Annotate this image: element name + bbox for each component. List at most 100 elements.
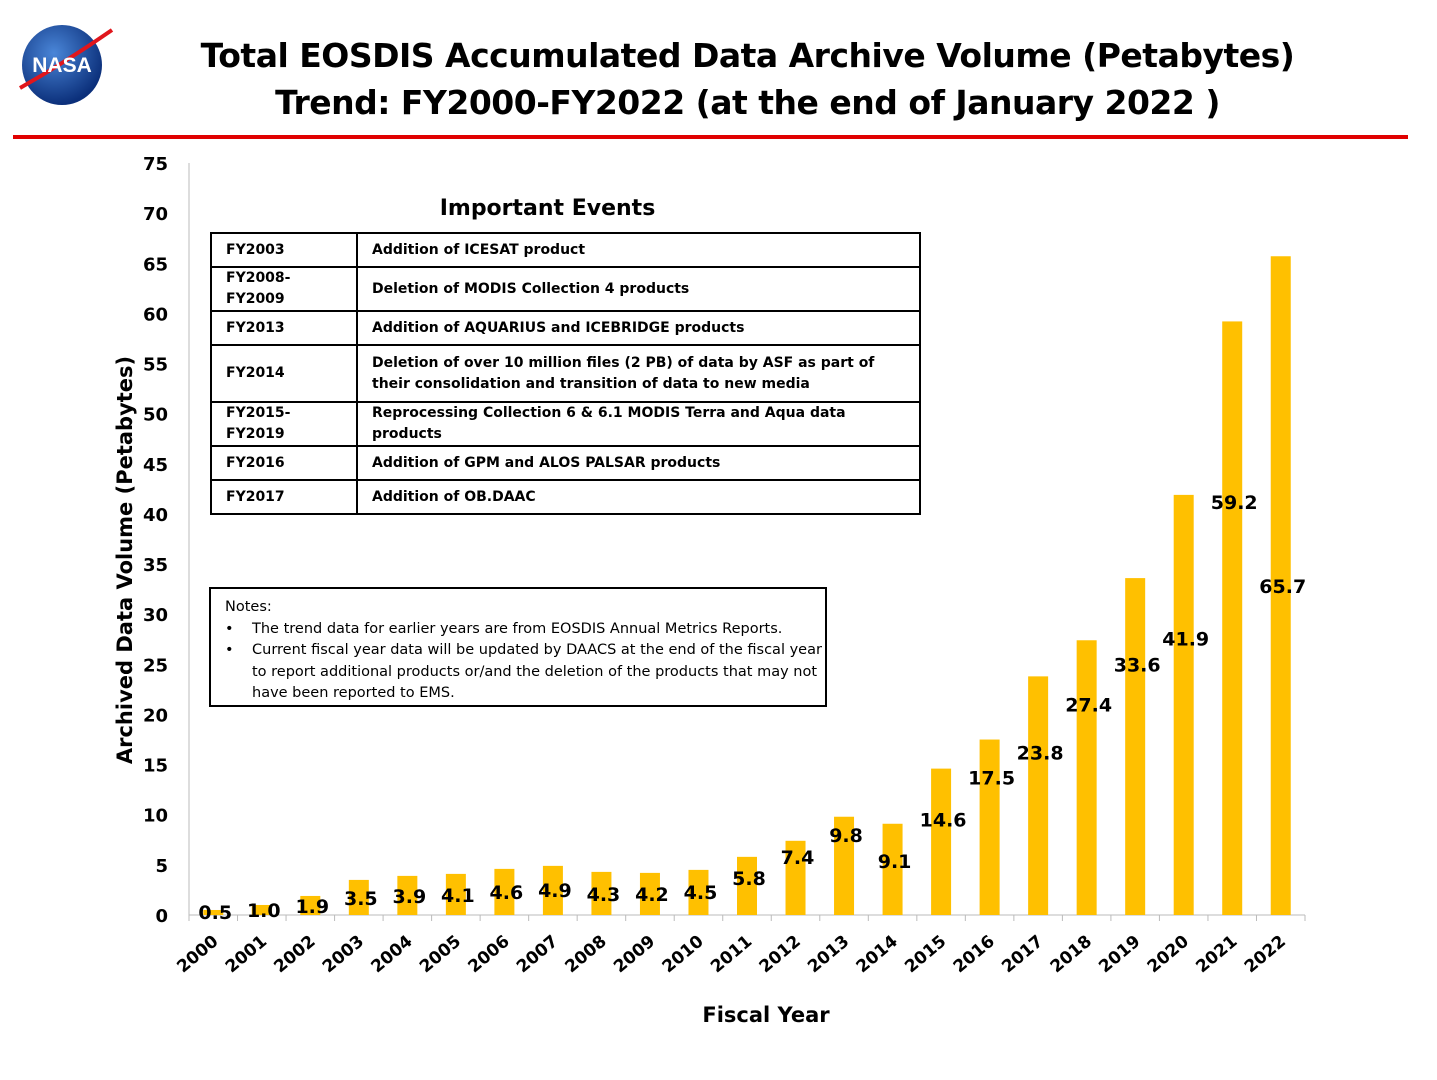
event-description: Deletion of MODIS Collection 4 products bbox=[356, 266, 921, 312]
event-period: FY2003 bbox=[210, 232, 358, 268]
event-period: FY2014 bbox=[210, 344, 358, 403]
data-label: 1.0 bbox=[247, 900, 281, 922]
data-label: 14.6 bbox=[920, 810, 967, 832]
x-tick-label: 2002 bbox=[270, 932, 319, 978]
x-tick-label: 2004 bbox=[367, 931, 416, 977]
y-tick-label: 0 bbox=[155, 906, 168, 927]
event-row: FY2017 Addition of OB.DAAC bbox=[210, 479, 921, 515]
y-tick-label: 60 bbox=[143, 304, 168, 325]
x-tick-label: 2010 bbox=[659, 931, 708, 977]
y-tick-label: 15 bbox=[143, 756, 168, 777]
chart-subtitle: Trend: FY2000-FY2022 (at the end of Janu… bbox=[275, 83, 1220, 122]
bar-2005 bbox=[445, 873, 466, 915]
y-tick-label: 45 bbox=[143, 455, 168, 476]
event-row: FY2014 Deletion of over 10 million files … bbox=[210, 344, 921, 403]
y-tick-label: 75 bbox=[143, 154, 168, 175]
bar-2001 bbox=[251, 904, 272, 915]
x-tick-label: 2022 bbox=[1241, 932, 1290, 978]
data-label: 4.3 bbox=[587, 884, 621, 906]
bar-2018 bbox=[1076, 640, 1097, 915]
data-label: 59.2 bbox=[1211, 492, 1258, 514]
x-tick-label: 2015 bbox=[901, 932, 950, 978]
x-tick-label: 2018 bbox=[1047, 932, 1096, 978]
event-description: Addition of OB.DAAC bbox=[356, 479, 921, 515]
data-label: 4.2 bbox=[635, 884, 669, 906]
event-row: FY2008-FY2009 Deletion of MODIS Collectio… bbox=[210, 266, 921, 312]
event-description: Addition of ICESAT product bbox=[356, 232, 921, 268]
y-tick-label: 65 bbox=[143, 254, 168, 275]
note-item: The trend data for earlier years are fro… bbox=[225, 619, 825, 641]
data-label: 9.1 bbox=[878, 851, 912, 873]
data-label: 4.9 bbox=[538, 880, 572, 902]
bar-2020 bbox=[1173, 494, 1194, 915]
y-tick-label: 35 bbox=[143, 555, 168, 576]
x-tick-label: 2019 bbox=[1095, 932, 1144, 978]
event-description: Addition of AQUARIUS and ICEBRIDGE produ… bbox=[356, 310, 921, 346]
event-row: FY2003 Addition of ICESAT product bbox=[210, 232, 921, 268]
events-table: FY2003 Addition of ICESAT product FY2008-F… bbox=[210, 232, 921, 515]
x-tick-label: 2009 bbox=[610, 932, 659, 978]
data-label: 17.5 bbox=[968, 768, 1015, 790]
y-tick-label: 55 bbox=[143, 355, 168, 376]
bar-2011 bbox=[737, 856, 757, 915]
bar-2004 bbox=[397, 875, 418, 915]
data-label: 23.8 bbox=[1017, 743, 1064, 765]
data-label: 65.7 bbox=[1259, 576, 1306, 598]
bar-2019 bbox=[1125, 578, 1146, 915]
y-axis-title: Archived Data Volume (Petabytes) bbox=[113, 356, 137, 764]
event-period: FY2008-FY2009 bbox=[210, 266, 358, 312]
event-row: FY2013 Addition of AQUARIUS and ICEBRIDGE… bbox=[210, 310, 921, 346]
x-tick-label: 2000 bbox=[173, 931, 222, 977]
y-tick-label: 20 bbox=[143, 705, 168, 726]
data-label: 9.8 bbox=[829, 825, 863, 847]
notes-heading: Notes: bbox=[225, 599, 272, 615]
x-tick-label: 2020 bbox=[1144, 931, 1193, 977]
event-period: FY2017 bbox=[210, 479, 358, 515]
event-period: FY2013 bbox=[210, 310, 358, 346]
data-label: 33.6 bbox=[1114, 654, 1161, 676]
bar-2009 bbox=[639, 872, 660, 915]
bar-2002 bbox=[300, 895, 321, 915]
y-tick-label: 30 bbox=[143, 605, 168, 626]
x-tick-label: 2012 bbox=[756, 932, 805, 978]
x-tick-label: 2016 bbox=[950, 932, 999, 978]
bar-2003 bbox=[348, 879, 369, 915]
event-period: FY2015-FY2019 bbox=[210, 401, 358, 447]
x-tick-label: 2011 bbox=[707, 932, 756, 978]
bar-2015 bbox=[931, 768, 952, 915]
events-title: Important Events bbox=[439, 196, 656, 221]
data-label: 4.6 bbox=[490, 882, 524, 904]
data-label: 1.9 bbox=[295, 896, 329, 918]
x-tick-label: 2007 bbox=[513, 932, 562, 978]
data-label: 3.9 bbox=[393, 886, 427, 908]
x-tick-label: 2003 bbox=[319, 932, 368, 978]
bar-2007 bbox=[542, 865, 563, 915]
x-tick-label: 2021 bbox=[1192, 932, 1241, 978]
y-tick-label: 5 bbox=[155, 856, 168, 877]
note-item: Current fiscal year data will be updated… bbox=[225, 640, 825, 705]
data-label: 7.4 bbox=[781, 847, 815, 869]
notes-box: Notes: The trend data for earlier years … bbox=[209, 587, 827, 707]
y-tick-label: 25 bbox=[143, 655, 168, 676]
nasa-logo: NASA bbox=[19, 25, 114, 105]
x-tick-label: 2005 bbox=[416, 932, 465, 978]
x-tick-label: 2017 bbox=[998, 932, 1047, 978]
x-tick-label: 2008 bbox=[562, 932, 611, 978]
x-tick-label: 2013 bbox=[804, 932, 853, 978]
bar-2000 bbox=[203, 909, 224, 915]
data-label: 4.1 bbox=[441, 885, 475, 907]
svg-text:NASA: NASA bbox=[32, 54, 92, 77]
bar-2021 bbox=[1222, 321, 1243, 915]
data-label: 5.8 bbox=[732, 868, 766, 890]
bar-2022 bbox=[1270, 256, 1291, 915]
bar-2016 bbox=[979, 739, 1000, 915]
bar-2008 bbox=[591, 871, 612, 915]
y-tick-label: 40 bbox=[143, 505, 168, 526]
event-row: FY2015-FY2019 Reprocessing Collection 6 &… bbox=[210, 401, 921, 447]
bar-2006 bbox=[494, 868, 515, 915]
bar-2014 bbox=[882, 823, 903, 915]
data-label: 27.4 bbox=[1065, 694, 1112, 716]
event-description: Reprocessing Collection 6 & 6.1 MODIS Te… bbox=[356, 401, 921, 447]
